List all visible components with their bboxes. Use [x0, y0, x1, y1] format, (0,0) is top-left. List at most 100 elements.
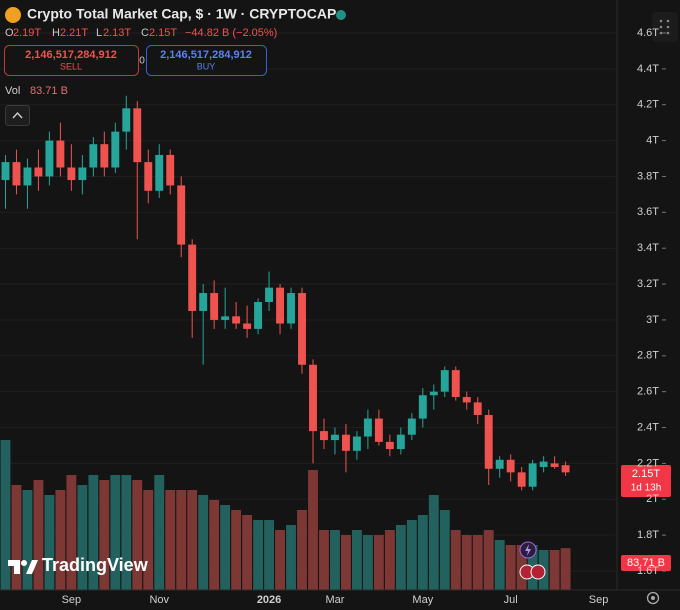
vol-tag-value: 83.71 B [627, 557, 665, 569]
candle-body [111, 131, 120, 168]
y-tick-label: 2.8T [637, 350, 659, 362]
volume-bar [483, 530, 494, 590]
candle-body [363, 418, 372, 437]
volume-bar [428, 495, 439, 590]
y-tick-label: 4.4T [637, 63, 659, 75]
candle-body [309, 364, 317, 432]
y-tick-label: 2.4T [637, 421, 659, 433]
low-value: 2.13T [103, 27, 131, 39]
volume-bar [275, 530, 285, 590]
volume-bar [373, 535, 384, 590]
menu-dots [659, 19, 670, 35]
y-tick-label: 2.6T [637, 386, 659, 398]
volume-bar [66, 475, 77, 590]
buy-button[interactable] [146, 45, 267, 76]
y-tick-label: 4T [646, 135, 659, 147]
y-tick-label: 4.6T [637, 27, 659, 39]
volume-bar [384, 530, 395, 590]
candle-body [100, 144, 109, 168]
price-tag-value: 2.15T [632, 468, 660, 480]
candle-body [243, 323, 252, 329]
settings-icon[interactable] [646, 591, 660, 605]
candle-body [407, 418, 416, 435]
high-value: 2.21T [60, 27, 88, 39]
volume-bar [44, 495, 55, 590]
candle-body [418, 395, 427, 419]
candle-body [12, 162, 21, 186]
candle-body [199, 293, 208, 311]
collapse-button[interactable] [5, 105, 30, 126]
candle-body [144, 162, 153, 191]
sell-label: SELL [60, 61, 82, 71]
candle-body [67, 167, 76, 181]
y-tick-label: 3.8T [637, 170, 659, 182]
volume-bar [11, 485, 22, 590]
close-value: 2.15T [149, 27, 177, 39]
volume-bar [494, 540, 505, 590]
buy-price: 2,146,517,284,912 [160, 49, 252, 61]
volume-bar [439, 510, 450, 590]
candle-body [232, 316, 241, 324]
candle-body [320, 431, 328, 441]
menu-handle[interactable] [652, 12, 678, 42]
x-tick-label: 2026 [257, 594, 281, 606]
candle-body [473, 402, 482, 415]
volume-bar [472, 535, 483, 590]
volume-bar [77, 485, 88, 590]
candle-body [298, 293, 306, 365]
volume-bar [253, 520, 264, 590]
y-tick-label: 3.2T [637, 278, 659, 290]
flag-icon[interactable] [530, 564, 546, 580]
close-label: C [141, 27, 149, 39]
candle-body [352, 436, 361, 451]
y-tick-label: 4.2T [637, 99, 659, 111]
volume-bar [417, 515, 428, 590]
volume-bar [330, 530, 340, 590]
x-tick-label: May [412, 594, 433, 606]
volume-bar [198, 495, 209, 590]
volume-bar [220, 505, 231, 590]
tradingview-logo [8, 560, 38, 574]
volume-bar [99, 480, 110, 590]
logo-text: TradingView [42, 555, 149, 575]
candle-body [341, 434, 350, 451]
y-tick-label: 2T [646, 493, 659, 505]
volume-bar [406, 520, 417, 590]
candle-body [45, 140, 54, 177]
volume-bar [362, 535, 373, 590]
candle-body [221, 316, 230, 320]
candle-body [506, 459, 515, 473]
candle-body [462, 397, 471, 403]
y-tick-label: 3T [646, 314, 659, 326]
candle-body [385, 441, 394, 450]
volume-bar [461, 535, 472, 590]
y-tick-label: 2.2T [637, 457, 659, 469]
high-label: H [52, 27, 60, 39]
volume-bar [22, 490, 33, 590]
open-value: 2.19T [13, 27, 41, 39]
candle-body [429, 391, 438, 396]
volume-bar [286, 525, 296, 590]
volume-bar [231, 510, 242, 590]
candle-body [56, 140, 65, 168]
volume-bar [395, 525, 406, 590]
candle-body [34, 167, 43, 177]
x-tick-label: Mar [325, 594, 344, 606]
candle-body [495, 459, 504, 469]
candle-body [561, 465, 570, 473]
candle-body [276, 287, 284, 324]
spread: 0 [139, 56, 145, 67]
chart-title: Crypto Total Market Cap, $ · 1W · CRYPTO… [27, 6, 336, 22]
y-tick-label: 3.4T [637, 242, 659, 254]
candle-body [517, 472, 526, 487]
vol-tag [621, 555, 671, 571]
candle-body [265, 287, 274, 302]
market-status [336, 10, 346, 20]
volume-bar [33, 480, 44, 590]
candle-body [550, 463, 559, 467]
candle-body [89, 144, 98, 168]
volume-bar [242, 515, 253, 590]
sell-button[interactable] [4, 45, 139, 76]
volume-bar [308, 470, 318, 590]
volume-bar [450, 530, 461, 590]
